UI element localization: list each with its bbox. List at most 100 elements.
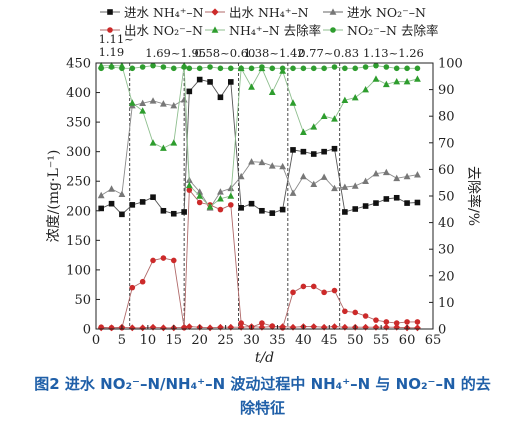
data-point bbox=[393, 174, 401, 182]
data-point bbox=[289, 189, 297, 196]
data-point bbox=[186, 65, 193, 72]
data-point bbox=[341, 183, 349, 190]
data-point bbox=[289, 323, 297, 331]
data-point bbox=[331, 64, 338, 70]
data-point bbox=[300, 148, 307, 155]
data-point bbox=[404, 319, 410, 325]
data-point bbox=[279, 65, 286, 72]
y2-tick-label: 80 bbox=[438, 110, 455, 125]
legend-marker bbox=[329, 8, 337, 15]
phase-label: 1.38~1.42 bbox=[244, 46, 305, 60]
data-point bbox=[404, 65, 410, 72]
data-point bbox=[393, 78, 401, 85]
legend-marker bbox=[330, 27, 336, 33]
data-point bbox=[404, 200, 410, 206]
data-point bbox=[372, 323, 380, 331]
data-point bbox=[180, 96, 188, 103]
data-point bbox=[414, 171, 421, 178]
phase-label: 1.19 bbox=[99, 45, 125, 59]
data-point bbox=[228, 79, 234, 85]
phase-label: 0.58~0.60 bbox=[195, 46, 256, 60]
data-point bbox=[119, 65, 125, 72]
data-point bbox=[382, 323, 390, 331]
legend-label: NH₄⁺–N 去除率 bbox=[229, 23, 321, 38]
data-point bbox=[108, 185, 115, 192]
series-0 bbox=[98, 76, 421, 218]
data-point bbox=[248, 83, 255, 90]
data-point bbox=[310, 151, 317, 157]
data-point bbox=[373, 62, 379, 69]
data-point bbox=[170, 210, 177, 217]
data-point bbox=[160, 100, 167, 107]
legend-marker bbox=[211, 8, 219, 16]
series-line bbox=[100, 98, 418, 209]
data-point bbox=[373, 200, 379, 206]
data-point bbox=[279, 206, 286, 213]
data-point bbox=[290, 289, 296, 296]
data-point bbox=[320, 112, 328, 119]
data-point bbox=[362, 313, 369, 319]
data-point bbox=[310, 123, 318, 130]
y-tick-label: 50 bbox=[74, 293, 91, 308]
x-tick-label: 45 bbox=[321, 333, 338, 348]
data-point bbox=[118, 190, 126, 198]
data-point bbox=[237, 172, 245, 180]
y-tick-label: 300 bbox=[66, 145, 91, 160]
x-tick-label: 60 bbox=[399, 333, 416, 348]
data-point bbox=[341, 96, 349, 104]
x-tick-label: 20 bbox=[191, 333, 208, 348]
data-point bbox=[383, 319, 390, 325]
data-point bbox=[382, 80, 390, 88]
data-point bbox=[149, 139, 157, 146]
data-point bbox=[150, 62, 156, 69]
data-point bbox=[160, 144, 167, 151]
data-point bbox=[186, 187, 193, 193]
data-point bbox=[129, 202, 136, 208]
data-point bbox=[299, 128, 307, 135]
data-point bbox=[206, 203, 214, 210]
data-point bbox=[228, 65, 234, 72]
data-point bbox=[269, 210, 276, 216]
data-point bbox=[414, 65, 421, 72]
data-point bbox=[217, 94, 224, 101]
caption-line-2: 除特征 bbox=[239, 399, 285, 417]
y-tick-label: 400 bbox=[66, 86, 91, 101]
data-point bbox=[207, 79, 213, 85]
y-tick-label: 100 bbox=[66, 263, 91, 278]
y2-tick-label: 20 bbox=[438, 269, 455, 284]
data-point bbox=[170, 65, 177, 72]
x-tick-label: 65 bbox=[425, 333, 442, 348]
phase-label: 1.11~ bbox=[99, 32, 134, 46]
y-tick-label: 150 bbox=[66, 234, 91, 249]
data-point bbox=[331, 323, 338, 331]
y2-tick-label: 30 bbox=[438, 243, 455, 258]
plot-frame bbox=[95, 62, 434, 330]
data-point bbox=[279, 325, 286, 331]
data-point bbox=[160, 255, 167, 261]
x-tick-label: 30 bbox=[243, 333, 260, 348]
data-point bbox=[373, 317, 379, 323]
data-point bbox=[196, 65, 203, 72]
data-point bbox=[279, 162, 287, 170]
data-point bbox=[393, 320, 400, 326]
data-point bbox=[341, 323, 349, 331]
data-point bbox=[321, 289, 327, 296]
data-point bbox=[414, 199, 421, 206]
y2-tick-label: 60 bbox=[438, 163, 455, 178]
y-tick-label: 200 bbox=[66, 204, 91, 219]
y2-axis-label: 去除率/% bbox=[465, 166, 482, 226]
phase-boundaries bbox=[129, 63, 341, 329]
data-point bbox=[299, 172, 307, 180]
data-point bbox=[150, 194, 156, 200]
data-point bbox=[351, 93, 359, 101]
data-point bbox=[342, 65, 348, 72]
y-tick-label: 350 bbox=[66, 116, 91, 131]
data-point bbox=[320, 173, 328, 180]
data-point bbox=[139, 199, 146, 205]
data-point bbox=[128, 324, 136, 332]
data-point bbox=[238, 65, 244, 72]
data-point bbox=[139, 99, 147, 106]
data-point bbox=[372, 169, 380, 177]
x-tick-label: 35 bbox=[269, 333, 286, 348]
data-point bbox=[269, 65, 276, 72]
